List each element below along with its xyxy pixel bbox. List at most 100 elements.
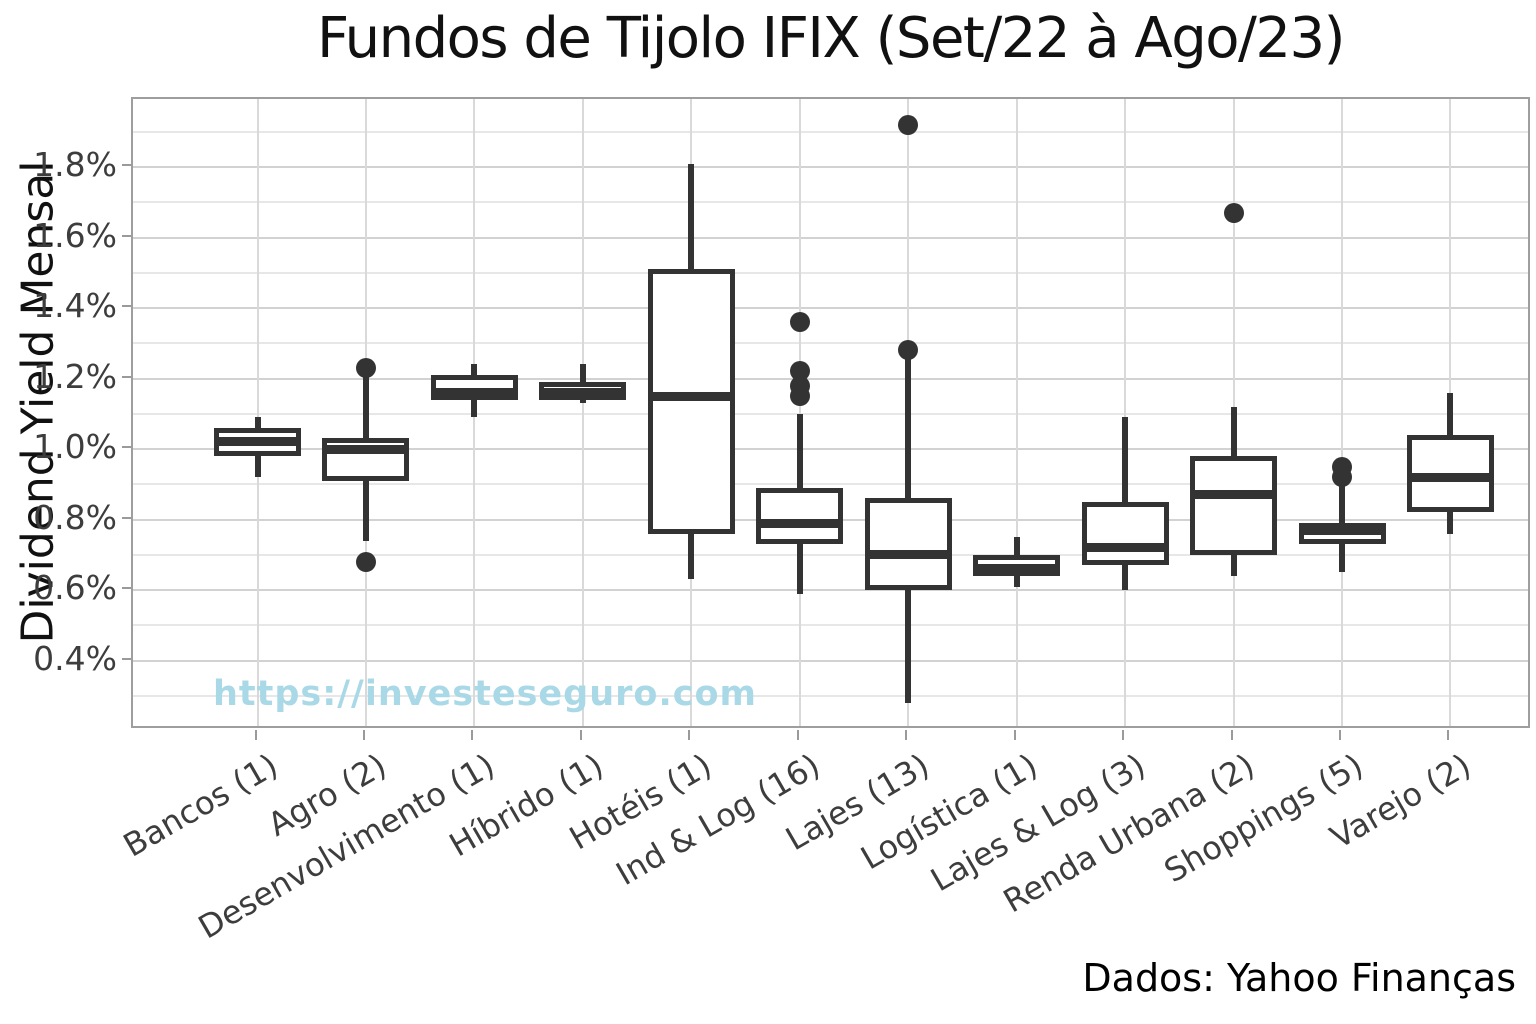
category-gridline xyxy=(256,99,259,726)
x-tick-mark xyxy=(471,730,474,740)
lower-whisker xyxy=(1447,512,1454,534)
median-line xyxy=(756,518,844,528)
lower-whisker xyxy=(905,590,912,703)
box-iqr xyxy=(1190,456,1278,555)
minor-gridline xyxy=(133,130,1528,133)
x-tick-mark xyxy=(579,730,582,740)
minor-gridline xyxy=(133,694,1528,697)
x-tick-mark xyxy=(1013,730,1016,740)
median-line xyxy=(322,444,410,454)
major-gridline xyxy=(133,448,1528,451)
median-line xyxy=(1406,472,1494,482)
median-line xyxy=(1081,543,1169,553)
y-tick-label: 0.6% xyxy=(33,568,117,608)
data-source-note: Dados: Yahoo Finanças xyxy=(1082,956,1516,1000)
upper-whisker xyxy=(688,163,695,270)
lower-whisker xyxy=(362,480,369,541)
x-tick-mark xyxy=(1230,730,1233,740)
upper-whisker xyxy=(1447,392,1454,435)
median-line xyxy=(214,437,301,447)
minor-gridline xyxy=(133,271,1528,274)
y-tick-mark xyxy=(122,657,131,660)
x-tick-mark xyxy=(905,730,908,740)
category-gridline xyxy=(581,99,584,726)
upper-whisker xyxy=(362,375,369,439)
lower-whisker xyxy=(688,533,695,580)
major-gridline xyxy=(133,589,1528,592)
median-line xyxy=(864,550,952,560)
lower-whisker xyxy=(1013,575,1020,587)
y-tick-mark xyxy=(122,375,131,378)
minor-gridline xyxy=(133,483,1528,486)
x-tick-mark xyxy=(254,730,257,740)
median-line xyxy=(539,388,627,398)
chart-title: Fundos de Tijolo IFIX (Set/22 à Ago/23) xyxy=(316,6,1346,71)
x-tick-mark xyxy=(1447,730,1450,740)
lower-whisker xyxy=(1122,565,1129,591)
x-tick-label: Bancos (1) xyxy=(117,746,285,865)
box-iqr xyxy=(647,269,735,534)
y-tick-mark xyxy=(122,234,131,237)
y-tick-label: 1.4% xyxy=(33,286,117,326)
outlier-point xyxy=(1223,202,1244,223)
upper-whisker xyxy=(796,413,803,488)
category-gridline xyxy=(798,99,801,726)
minor-gridline xyxy=(133,624,1528,627)
y-tick-label: 1.8% xyxy=(33,145,117,185)
major-gridline xyxy=(133,307,1528,310)
y-tick-mark xyxy=(122,587,131,590)
upper-whisker xyxy=(905,357,912,499)
y-tick-label: 1.0% xyxy=(33,427,117,467)
major-gridline xyxy=(133,659,1528,662)
category-gridline xyxy=(1341,99,1343,726)
median-line xyxy=(1298,525,1386,535)
plot-area xyxy=(131,97,1530,728)
x-tick-mark xyxy=(1339,730,1341,740)
lower-whisker xyxy=(796,544,803,594)
y-tick-label: 0.8% xyxy=(33,497,117,537)
median-line xyxy=(1190,490,1278,500)
x-tick-mark xyxy=(1122,730,1125,740)
major-gridline xyxy=(133,166,1528,169)
category-gridline xyxy=(1015,99,1018,726)
median-line xyxy=(430,388,518,398)
minor-gridline xyxy=(133,342,1528,345)
lower-whisker xyxy=(1230,554,1237,576)
x-tick-mark xyxy=(796,730,799,740)
upper-whisker xyxy=(1339,484,1345,524)
lower-whisker xyxy=(471,399,478,418)
outlier-point xyxy=(898,114,919,135)
category-gridline xyxy=(1124,99,1127,726)
median-line xyxy=(647,391,735,401)
x-tick-mark xyxy=(688,730,691,740)
upper-whisker xyxy=(471,364,478,375)
box-iqr xyxy=(864,498,952,591)
y-tick-label: 0.4% xyxy=(33,638,117,678)
major-gridline xyxy=(133,236,1528,239)
upper-whisker xyxy=(1013,537,1020,555)
minor-gridline xyxy=(133,201,1528,204)
y-tick-mark xyxy=(122,516,131,519)
minor-gridline xyxy=(133,412,1528,415)
upper-whisker xyxy=(579,364,586,383)
watermark-text: https://investeseguro.com xyxy=(213,674,758,714)
upper-whisker xyxy=(1230,406,1237,457)
outlier-point xyxy=(789,386,810,407)
y-tick-mark xyxy=(122,446,131,449)
lower-whisker xyxy=(254,456,261,478)
outlier-point xyxy=(355,551,376,572)
x-tick-mark xyxy=(362,730,365,740)
y-tick-mark xyxy=(122,305,131,308)
box-iqr xyxy=(1081,501,1169,566)
outlier-point xyxy=(355,357,376,378)
upper-whisker xyxy=(1122,417,1129,502)
lower-whisker xyxy=(579,399,586,404)
outlier-point xyxy=(898,340,919,361)
upper-whisker xyxy=(254,417,261,428)
box-iqr xyxy=(756,487,844,545)
outlier-point xyxy=(1332,467,1352,488)
median-line xyxy=(973,564,1061,574)
major-gridline xyxy=(133,377,1528,380)
y-tick-label: 1.2% xyxy=(33,356,117,396)
